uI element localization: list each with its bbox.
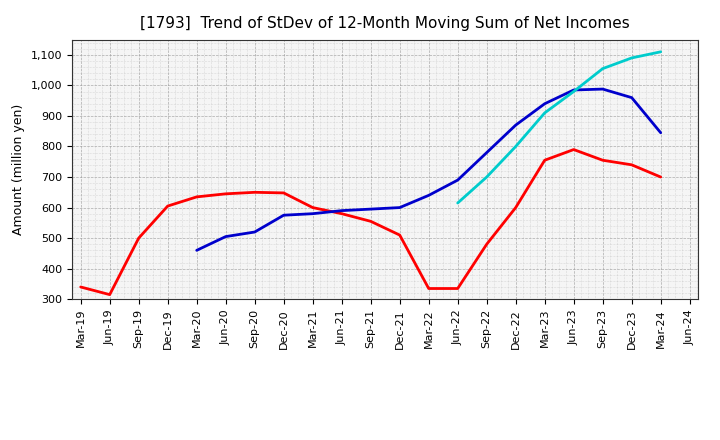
3 Years xyxy=(251,190,259,195)
5 Years xyxy=(454,177,462,183)
5 Years xyxy=(366,206,375,212)
5 Years xyxy=(251,229,259,235)
3 Years xyxy=(541,158,549,163)
3 Years xyxy=(135,235,143,241)
3 Years xyxy=(338,211,346,216)
3 Years xyxy=(598,158,607,163)
3 Years xyxy=(657,174,665,180)
5 Years xyxy=(308,211,317,216)
3 Years xyxy=(511,205,520,210)
Line: 7 Years: 7 Years xyxy=(458,52,661,203)
5 Years xyxy=(338,208,346,213)
5 Years xyxy=(482,150,491,155)
7 Years xyxy=(598,66,607,71)
3 Years xyxy=(627,162,636,168)
5 Years xyxy=(424,193,433,198)
5 Years xyxy=(279,213,288,218)
5 Years xyxy=(598,86,607,92)
Y-axis label: Amount (million yen): Amount (million yen) xyxy=(12,104,25,235)
5 Years xyxy=(395,205,404,210)
7 Years xyxy=(570,89,578,94)
Line: 3 Years: 3 Years xyxy=(81,150,661,295)
3 Years xyxy=(395,232,404,238)
3 Years xyxy=(105,292,114,297)
3 Years xyxy=(482,242,491,247)
5 Years xyxy=(541,101,549,106)
7 Years xyxy=(482,174,491,180)
7 Years xyxy=(541,110,549,116)
Line: 5 Years: 5 Years xyxy=(197,89,661,250)
Title: [1793]  Trend of StDev of 12-Month Moving Sum of Net Incomes: [1793] Trend of StDev of 12-Month Moving… xyxy=(140,16,630,32)
7 Years xyxy=(511,144,520,149)
3 Years xyxy=(221,191,230,197)
3 Years xyxy=(424,286,433,291)
5 Years xyxy=(221,234,230,239)
7 Years xyxy=(657,49,665,55)
3 Years xyxy=(279,190,288,195)
3 Years xyxy=(570,147,578,152)
3 Years xyxy=(163,203,172,209)
3 Years xyxy=(454,286,462,291)
5 Years xyxy=(657,130,665,136)
7 Years xyxy=(627,55,636,61)
3 Years xyxy=(192,194,201,199)
5 Years xyxy=(570,88,578,93)
7 Years xyxy=(454,200,462,205)
3 Years xyxy=(76,284,85,290)
5 Years xyxy=(192,248,201,253)
5 Years xyxy=(627,95,636,100)
3 Years xyxy=(366,219,375,224)
3 Years xyxy=(308,205,317,210)
5 Years xyxy=(511,122,520,128)
